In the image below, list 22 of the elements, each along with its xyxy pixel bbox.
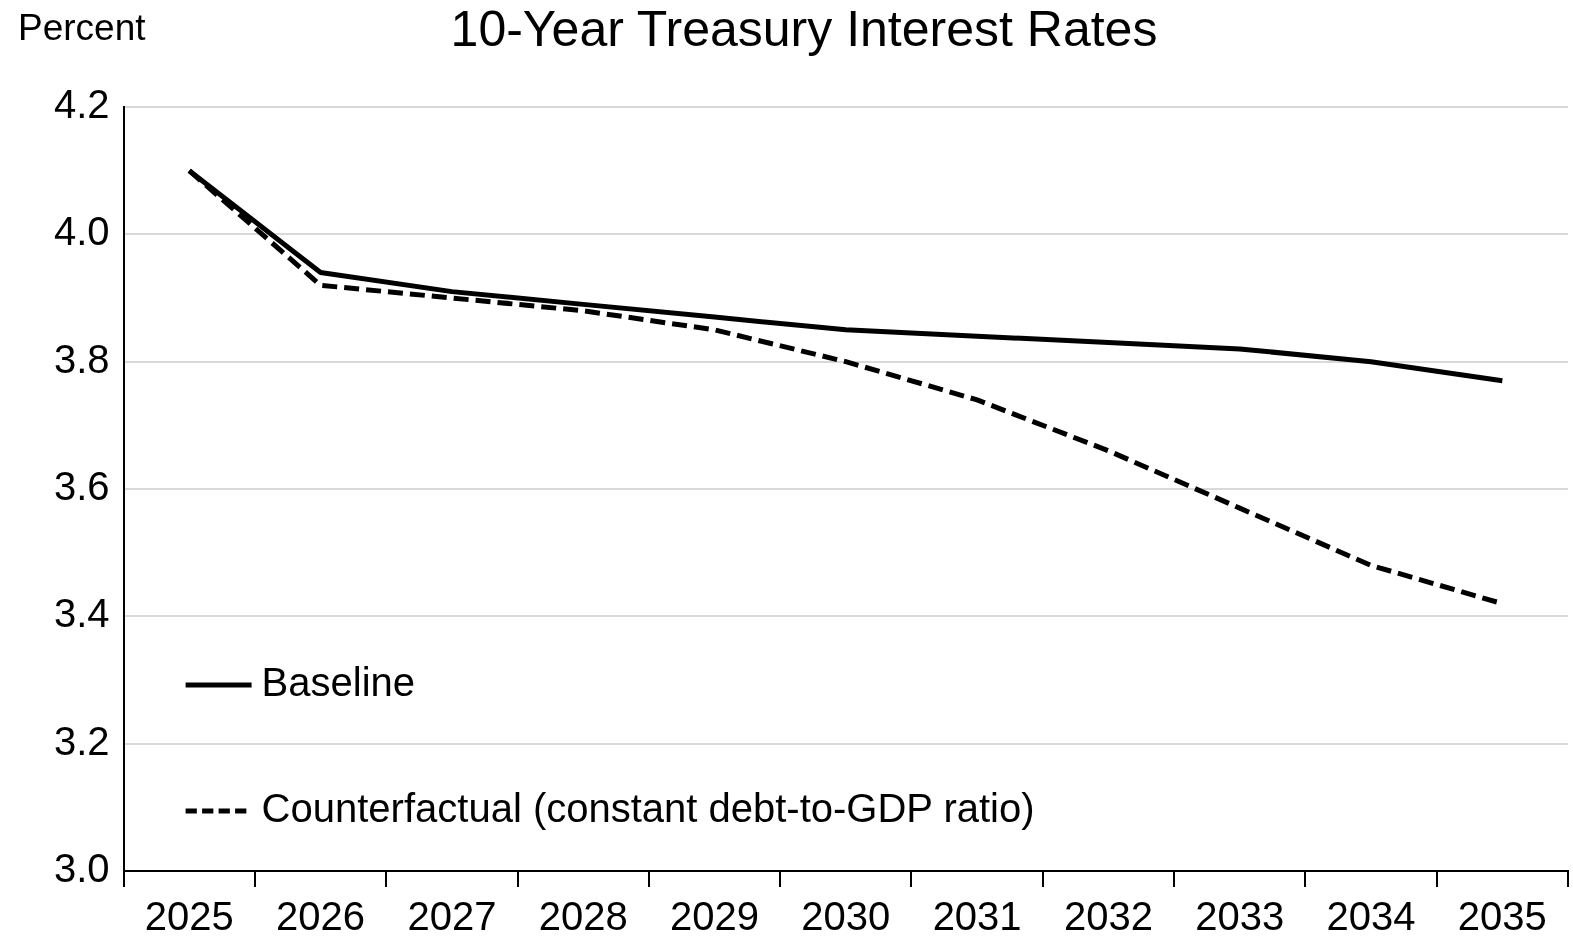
y-tick-label: 3.0 — [54, 846, 110, 891]
x-tick-label: 2026 — [276, 894, 366, 939]
y-tick-label: 3.6 — [54, 464, 110, 509]
y-tick-label: 3.4 — [54, 591, 110, 636]
x-tick-label: 2035 — [1457, 894, 1547, 939]
x-tick-label: 2032 — [1063, 894, 1153, 939]
x-tick-label: 2025 — [144, 894, 234, 939]
x-tick-label: 2030 — [801, 894, 891, 939]
y-axis-title: Percent — [18, 7, 147, 49]
y-tick-label: 4.0 — [54, 209, 110, 254]
x-tick-label: 2027 — [407, 894, 497, 939]
y-tick-label: 3.8 — [54, 336, 110, 381]
x-tick-label: 2029 — [670, 894, 759, 939]
x-tick-label: 2033 — [1195, 894, 1285, 939]
y-tick-label: 3.2 — [54, 718, 110, 763]
x-tick-label: 2034 — [1326, 894, 1416, 939]
chart-title: 10-Year Treasury Interest Rates — [450, 0, 1158, 57]
x-tick-label: 2028 — [538, 894, 628, 939]
legend-label: Counterfactual (constant debt-to-GDP ratio) — [261, 786, 1035, 831]
y-tick-label: 4.2 — [54, 82, 110, 127]
legend-label: Baseline — [261, 660, 416, 705]
x-tick-label: 2031 — [932, 894, 1022, 939]
